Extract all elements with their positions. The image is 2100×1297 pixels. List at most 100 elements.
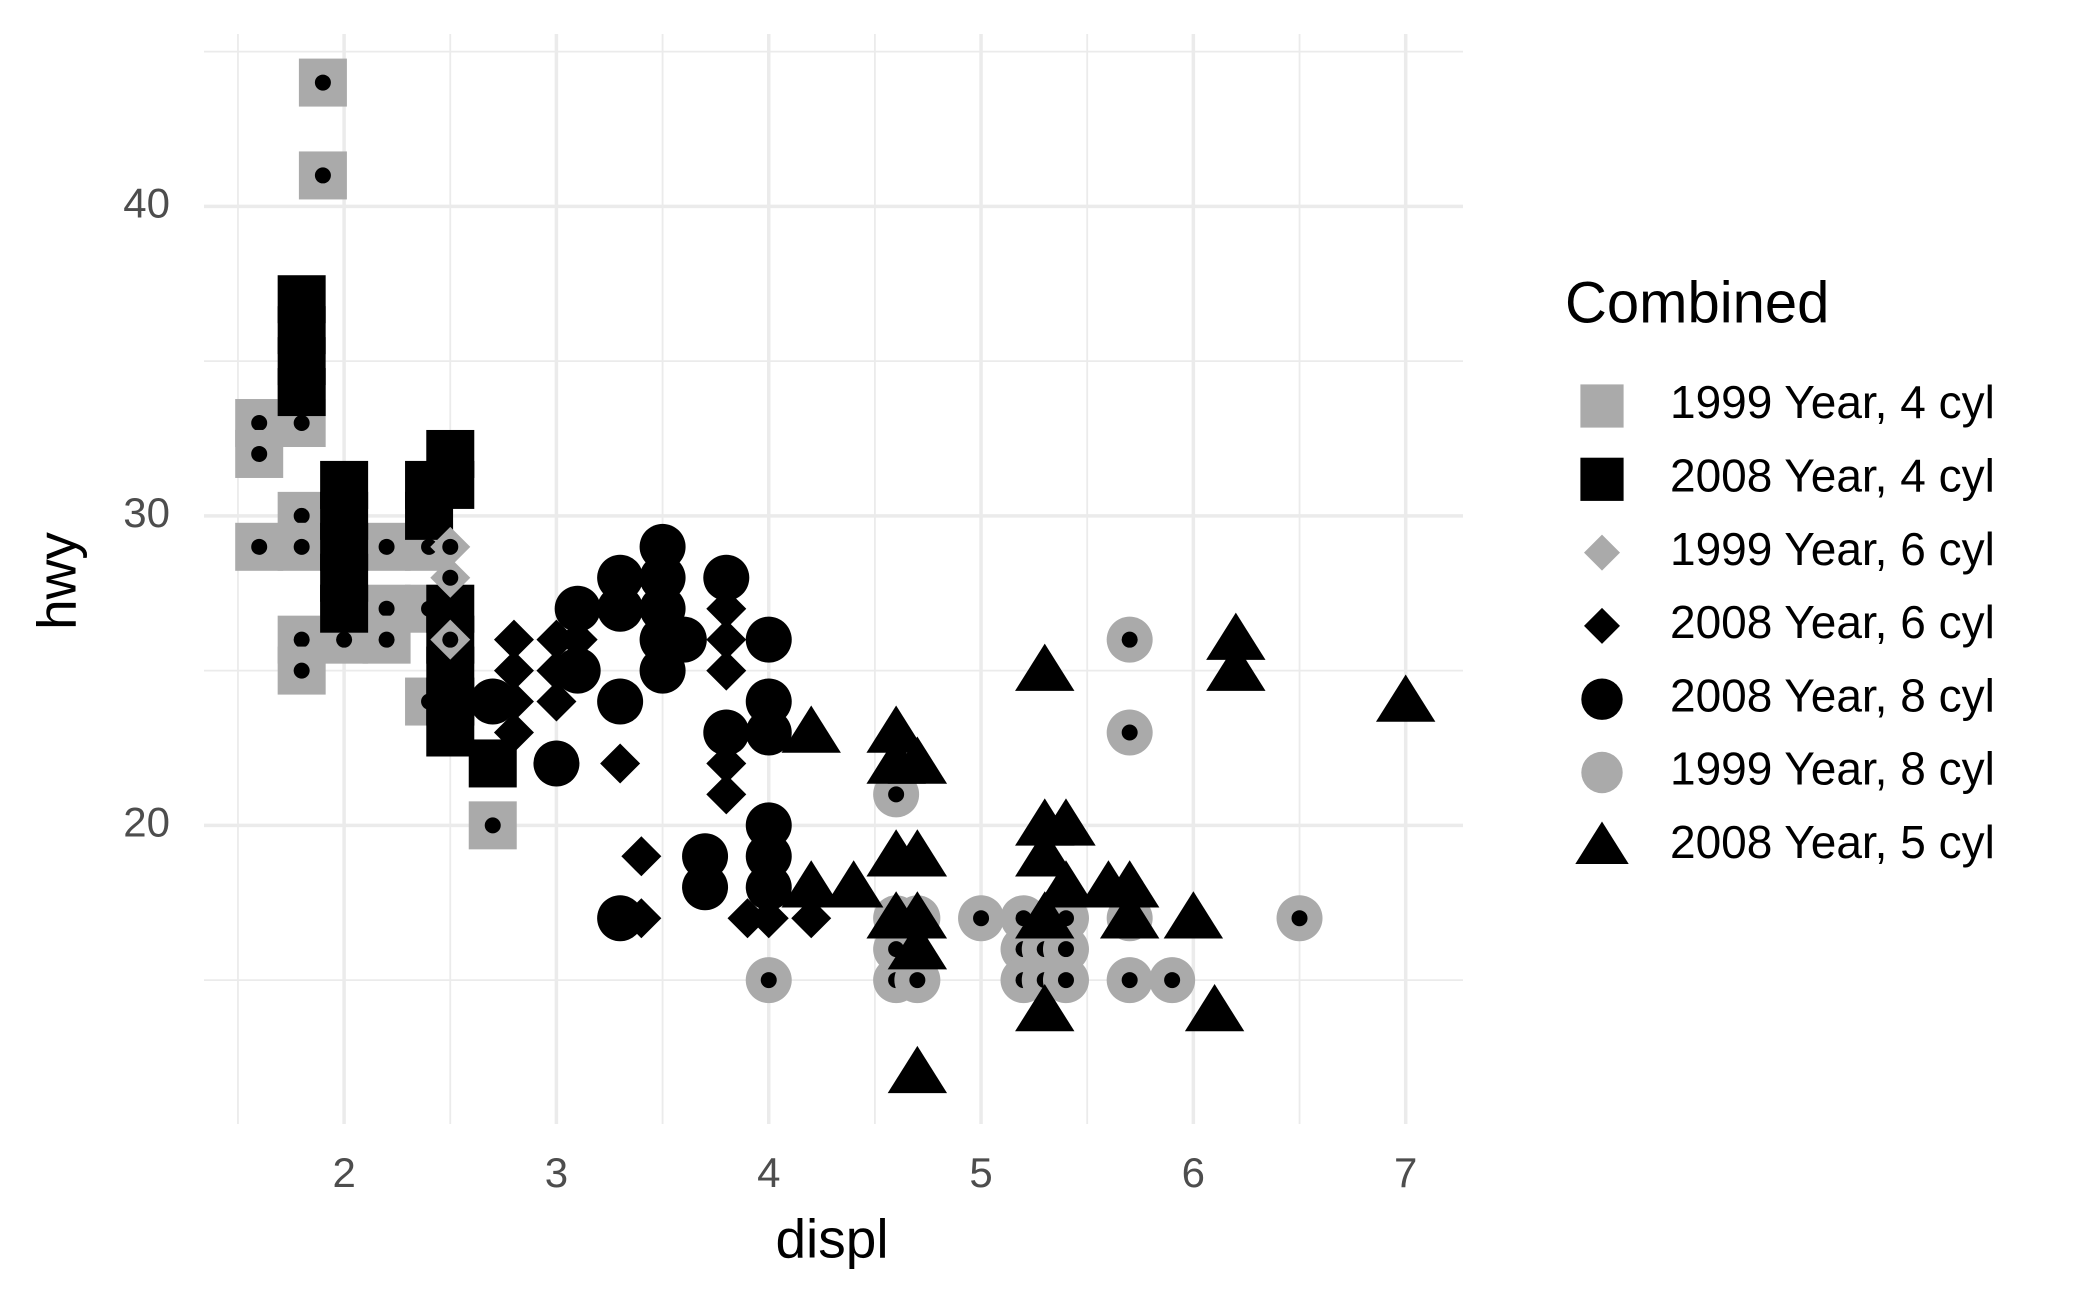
center-dot — [888, 786, 905, 803]
center-dot — [442, 631, 459, 648]
point — [745, 709, 792, 756]
legend-key — [1584, 607, 1620, 644]
point — [493, 650, 534, 691]
y-axis-title: hwy — [26, 532, 88, 630]
point — [1206, 643, 1266, 691]
x-tick-label: 3 — [545, 1149, 568, 1196]
center-dot — [251, 538, 268, 555]
y-tick-label: 30 — [123, 489, 170, 536]
point — [277, 368, 326, 417]
legend-key — [1584, 534, 1620, 571]
point — [887, 829, 948, 877]
point — [597, 678, 644, 725]
point — [1206, 612, 1266, 660]
point — [1036, 860, 1096, 908]
point — [597, 895, 644, 942]
center-dot — [1057, 972, 1074, 989]
point — [706, 619, 747, 660]
center-dot — [1057, 941, 1074, 958]
point — [1099, 860, 1160, 908]
center-dot — [1121, 724, 1138, 741]
legend-label: 1999 Year, 6 cyl — [1670, 523, 1995, 575]
point — [706, 650, 747, 691]
legend-key — [1580, 457, 1624, 501]
point — [557, 619, 598, 660]
center-dot — [1164, 972, 1181, 989]
point — [791, 898, 832, 939]
point — [621, 836, 662, 877]
legend-label: 2008 Year, 4 cyl — [1670, 449, 1995, 501]
center-dot — [293, 415, 310, 432]
center-dot — [314, 74, 331, 91]
center-dot — [442, 538, 459, 555]
point — [706, 743, 747, 784]
point — [468, 739, 517, 788]
point — [745, 864, 792, 911]
point — [533, 740, 580, 787]
center-dot — [1291, 910, 1308, 927]
point — [1015, 643, 1075, 691]
center-dot — [293, 662, 310, 679]
center-dot — [251, 415, 268, 432]
point — [536, 681, 577, 722]
center-dot — [1121, 631, 1138, 648]
grid — [204, 34, 1463, 1124]
point — [823, 860, 884, 908]
legend-key — [1575, 821, 1629, 865]
point — [727, 898, 768, 939]
point — [1015, 984, 1075, 1032]
x-tick-label: 4 — [757, 1149, 780, 1196]
point — [320, 584, 369, 633]
point — [1184, 984, 1245, 1032]
point — [682, 864, 729, 911]
center-dot — [378, 600, 395, 617]
legend-key — [1580, 384, 1624, 428]
point — [1375, 674, 1436, 722]
point — [597, 585, 644, 632]
x-tick-label: 6 — [1182, 1149, 1205, 1196]
center-dot — [442, 569, 459, 586]
point — [1015, 829, 1075, 877]
x-tick-label: 5 — [969, 1149, 992, 1196]
point — [1036, 798, 1096, 846]
center-dot — [760, 972, 777, 989]
center-dot — [293, 507, 310, 524]
point — [887, 922, 948, 970]
point — [781, 705, 841, 753]
legend-label: 2008 Year, 5 cyl — [1670, 816, 1995, 868]
center-dot — [973, 910, 990, 927]
point — [426, 460, 475, 509]
point — [748, 898, 789, 939]
center-dot — [378, 631, 395, 648]
x-tick-label: 7 — [1394, 1149, 1417, 1196]
point — [887, 891, 948, 939]
center-dot — [378, 538, 395, 555]
point — [1015, 891, 1075, 939]
point — [703, 554, 750, 601]
center-dot — [336, 631, 353, 648]
point — [703, 709, 750, 756]
legend-key — [1581, 678, 1623, 720]
legend-label: 2008 Year, 6 cyl — [1670, 596, 1995, 648]
point — [1099, 891, 1160, 939]
center-dot — [484, 817, 501, 834]
center-dot — [1121, 972, 1138, 989]
center-dot — [909, 972, 926, 989]
point — [469, 678, 516, 725]
point — [493, 619, 534, 660]
point — [1163, 891, 1224, 939]
legend-title: Combined — [1565, 270, 1829, 335]
center-dot — [314, 167, 331, 184]
point — [493, 712, 534, 753]
center-dot — [293, 631, 310, 648]
point — [887, 736, 948, 784]
x-axis-title: displ — [775, 1208, 888, 1270]
point — [536, 619, 577, 660]
point — [887, 1045, 948, 1094]
legend-label: 2008 Year, 8 cyl — [1670, 669, 1995, 721]
legend-label: 1999 Year, 8 cyl — [1670, 743, 1995, 795]
center-dot — [421, 538, 438, 555]
point — [706, 774, 747, 815]
x-tick-label: 2 — [332, 1149, 355, 1196]
legend-label: 1999 Year, 4 cyl — [1670, 376, 1995, 428]
